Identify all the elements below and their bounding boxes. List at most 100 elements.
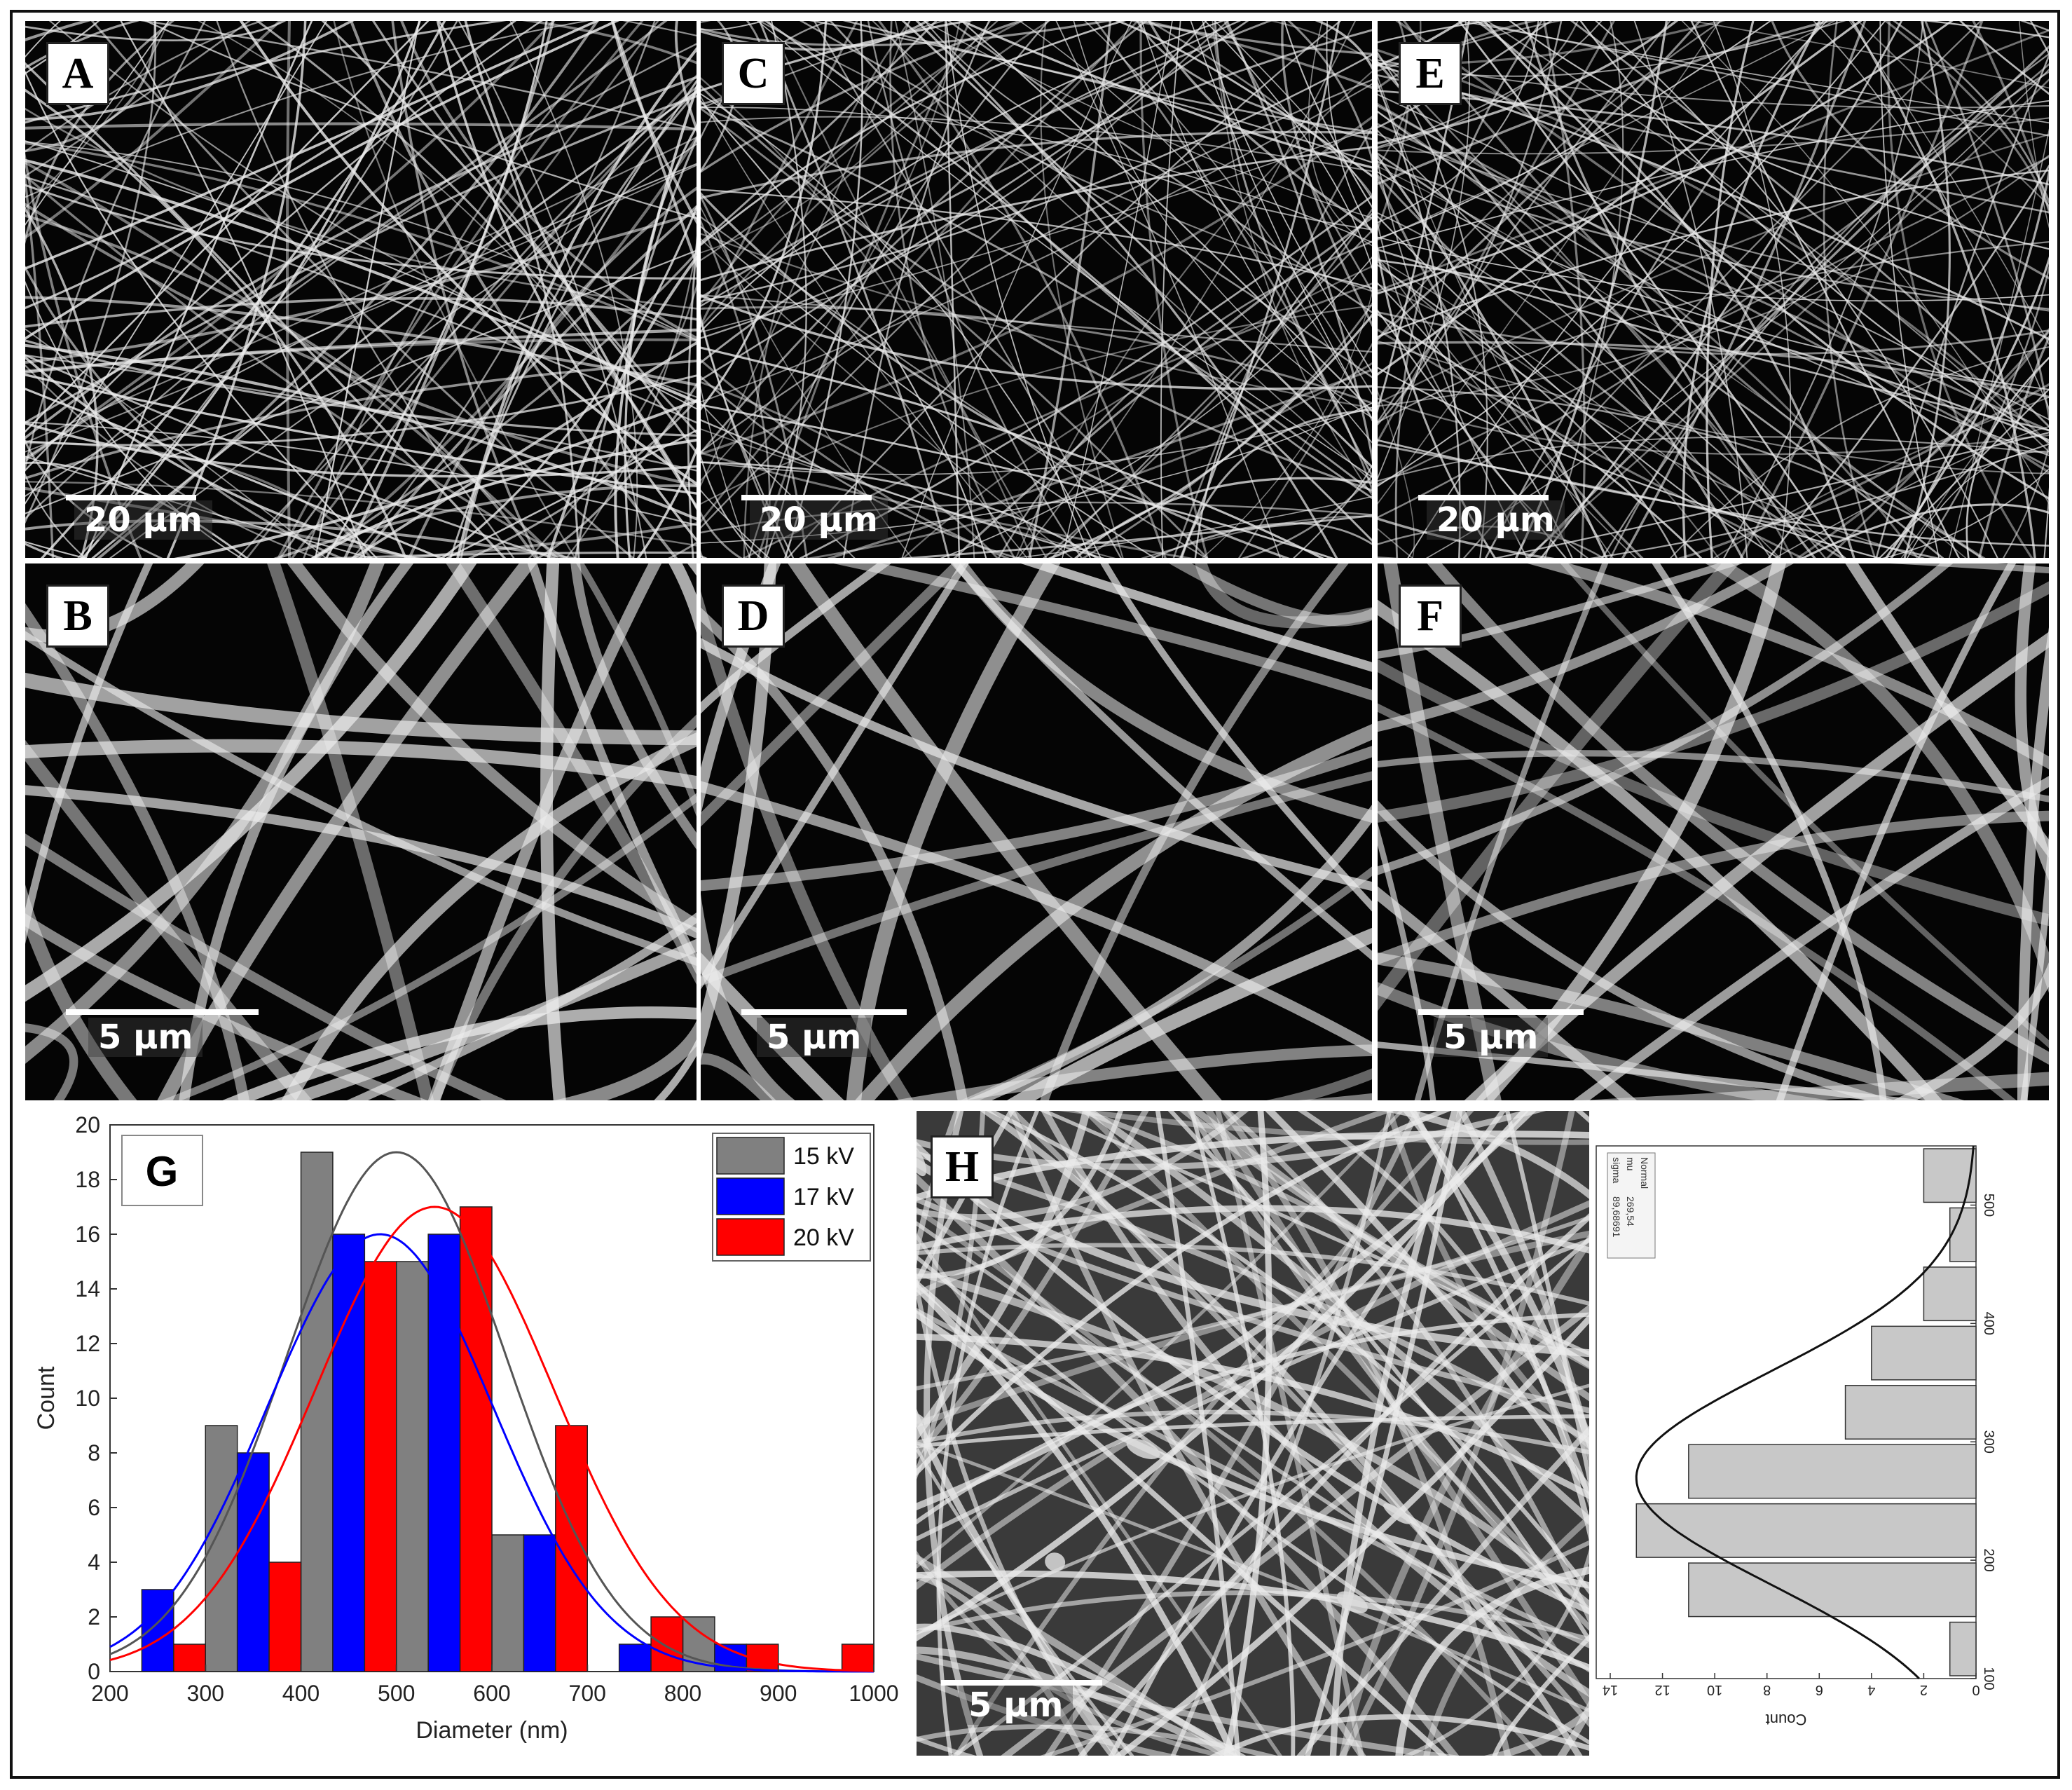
fiber [25,421,697,526]
histogram-bar [141,1589,174,1672]
fiber [1879,21,1940,558]
fiber [1492,1634,1589,1756]
fiber [400,21,697,340]
y-tick-label: 12 [75,1331,100,1356]
fiber-bead [917,1409,925,1424]
fiber-bead [917,1142,927,1177]
fiber [701,306,1372,404]
fiber [25,541,88,558]
fiber [1241,474,1372,558]
fiber [701,21,1272,299]
sem-image-d [701,563,1372,1100]
fiber [81,21,421,558]
fiber [701,206,913,558]
fiber [768,21,1048,558]
fiber [25,21,600,271]
fiber [701,21,1024,306]
fiber [1774,426,2049,558]
fiber [285,21,291,558]
fiber [1378,1041,1925,1100]
scale-text-a: 20 µm [74,500,212,540]
legend-label: 20 kV [793,1224,854,1251]
diameter-histogram-chart-h: 10020030040050002468101214Diameter (nm)C… [1596,1145,1996,1728]
fiber [1043,207,1372,558]
fiber [701,894,795,1100]
fiber [161,793,697,1100]
fiber [25,360,697,480]
fiber [317,551,697,558]
fiber [701,127,1372,333]
fiber [940,256,1372,558]
fiber [701,21,1249,381]
fiber [917,1310,1589,1589]
fiber [980,1111,1583,1756]
legend-swatch [716,1177,785,1215]
sem-panel-f: F 5 µm [1378,563,2049,1100]
fiber [1394,21,1543,558]
fiber [1378,563,1743,659]
fiber [1414,563,1609,1100]
histogram-bar [1923,1266,1977,1322]
fiber [25,472,87,558]
fiber [1924,21,2049,423]
fiber [446,429,697,558]
fiber [654,1039,697,1100]
fiber [701,84,1372,492]
x-tick-label: 400 [282,1681,320,1706]
legend-swatch [716,1137,785,1175]
fiber [1179,1111,1589,1369]
fiber [239,21,697,486]
fiber [1378,248,2049,432]
fiber [950,563,1372,961]
fiber [1223,1111,1272,1756]
fiber [1825,330,2049,558]
sem-panel-c: C 20 µm [701,21,1372,558]
fiber [701,451,1193,558]
fiber [674,21,697,133]
fiber [1082,302,1372,558]
fiber [701,346,1324,558]
fiber [889,21,1016,558]
fiber [303,21,630,558]
fiber [701,402,856,558]
fiber [25,364,320,558]
panel-label-f: F [1399,585,1462,648]
fiber [701,21,1225,333]
fiber [1378,750,2049,802]
fiber [25,481,697,547]
fiber [701,107,1372,243]
fiber [349,21,678,558]
fiber [1378,63,2049,341]
histogram-bar [841,1644,874,1672]
fiber [1395,21,2049,474]
fiber [1402,1111,1589,1452]
fiber [440,205,697,558]
panel-label-c: C [722,42,785,105]
fiber [1457,21,2049,123]
fiber [25,542,64,558]
fiber [576,563,697,817]
fiber [701,21,1230,529]
fiber [1881,467,2049,558]
fiber [565,242,697,558]
fiber [449,79,697,558]
fiber [2020,833,2049,1100]
fiber [1308,21,1372,247]
fiber [701,21,961,481]
fiber [1378,110,2049,456]
count-tick-label: 6 [1816,1682,1823,1697]
sem-panel-h: H 5 µm [917,1111,1589,1756]
stats-key: sigma [1611,1157,1622,1184]
fiber [25,388,444,558]
fiber [1378,703,2017,1100]
count-tick-label: 2 [1920,1682,1928,1697]
fiber [25,21,355,121]
histogram-bar [1923,1148,1977,1203]
fiber [701,21,1051,329]
fiber [25,21,206,472]
fiber [894,21,975,558]
fiber [1965,357,2049,558]
fiber [1378,659,2049,927]
fiber [1483,1707,1589,1756]
